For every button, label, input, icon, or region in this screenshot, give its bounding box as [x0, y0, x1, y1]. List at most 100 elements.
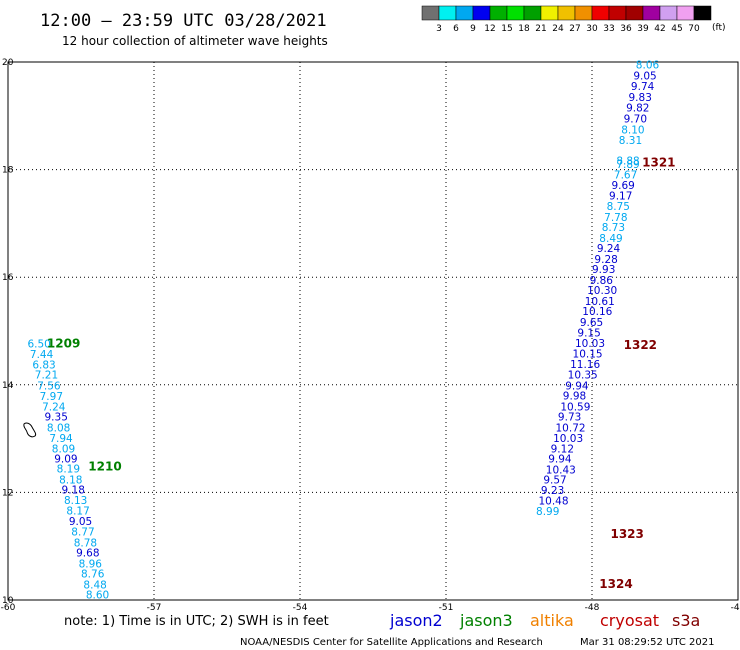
colorbar-label: 9 [470, 24, 476, 34]
colorbar: 3 6 9 12 15 18 21 24 27 30 33 36 39 42 45 70 [421, 5, 712, 34]
grid [8, 62, 738, 600]
wave-height-label: 9.18 [62, 485, 85, 497]
wave-height-label: 7.94 [49, 433, 73, 445]
wave-height-label: 7.67 [614, 169, 637, 181]
colorbar-label: 33 [603, 24, 614, 34]
footer-credit: NOAA/NESDIS Center for Satellite Applica… [240, 637, 543, 648]
wave-height-label: 10.59 [560, 401, 590, 413]
wave-height-label: 9.24 [597, 243, 621, 255]
wave-height-label: 10.61 [585, 296, 615, 308]
colorbar-swatch [455, 5, 474, 21]
wave-height-label: 9.70 [624, 113, 647, 125]
legend-note: note: 1) Time is in UTC; 2) SWH is in fe… [64, 614, 329, 629]
wave-height-label: 8.75 [607, 201, 630, 213]
lon-tick-label: -60 [1, 603, 16, 613]
colorbar-swatch [574, 5, 593, 21]
wave-height-label: 9.73 [558, 412, 581, 424]
page-title: 12:00 – 23:59 UTC 03/28/2021 [40, 11, 327, 31]
wave-height-label: 9.12 [551, 443, 574, 455]
wave-height-label: 9.65 [580, 317, 603, 329]
wave-height-label: 8.08 [47, 422, 70, 434]
wave-height-label: 8.09 [52, 443, 75, 455]
colorbar-label: 39 [637, 24, 649, 34]
lon-tick-label: -57 [147, 603, 162, 613]
lon-tick-label: -45 [731, 603, 740, 613]
wave-height-label: 10.48 [538, 495, 568, 507]
plot-frame [7, 61, 739, 601]
wave-height-label: 10.72 [556, 422, 586, 434]
lat-tick-label: 18 [2, 166, 14, 176]
wave-height-label: 6.50 [27, 338, 50, 350]
lon-tick-label: -51 [439, 603, 454, 613]
wave-height-label: 8.88 [616, 155, 639, 167]
footer-timestamp: Mar 31 08:29:52 UTC 2021 [580, 637, 715, 648]
wave-height-label: 8.99 [536, 506, 559, 518]
wave-height-label: 9.09 [54, 454, 77, 466]
wave-height-label: 7.21 [35, 370, 58, 382]
colorbar-swatch [506, 5, 525, 21]
legend-cryosat: cryosat [600, 611, 659, 630]
latitude-ticks: 20 18 16 14 12 10 [2, 58, 14, 606]
wave-height-label: 9.28 [594, 254, 617, 266]
pass-number-label: 1209 [47, 336, 80, 350]
island-outline [23, 422, 37, 438]
wave-height-label: 8.18 [59, 474, 82, 486]
pass-number-label: 1321 [642, 156, 675, 170]
wave-height-label: 9.74 [631, 81, 655, 93]
wave-height-label: 9.93 [592, 264, 615, 276]
colorbar-label: 12 [484, 24, 495, 34]
lon-tick-label: -48 [585, 603, 600, 613]
wave-height-label: 9.05 [633, 70, 656, 82]
wave-height-label: 9.15 [577, 328, 600, 340]
colorbar-swatch [608, 5, 627, 21]
wave-height-label: 8.76 [81, 569, 105, 581]
colorbar-swatch [438, 5, 457, 21]
wave-height-label: 8.31 [619, 135, 642, 147]
colorbar-swatch [489, 5, 508, 21]
wave-height-label: 8.48 [83, 579, 106, 591]
longitude-ticks: -60 -57 -54 -51 -48 -45 [1, 603, 740, 613]
legend-s3a: s3a [672, 611, 700, 630]
wave-height-label: 9.86 [590, 275, 614, 287]
wave-height-label: 6.83 [32, 359, 55, 371]
lon-tick-label: -54 [293, 603, 308, 613]
lat-tick-label: 14 [2, 381, 14, 391]
pass-number-label: 1322 [624, 338, 657, 352]
wave-height-label: 7.78 [604, 212, 627, 224]
colorbar-unit: (ft) [712, 23, 726, 33]
wave-height-label: 10.03 [553, 433, 583, 445]
wave-height-label: 9.57 [543, 474, 566, 486]
legend-altika: altika [530, 611, 574, 630]
wave-height-label: 7.56 [37, 380, 61, 392]
colorbar-label: 6 [453, 24, 459, 34]
wave-height-label: 8.13 [64, 495, 87, 507]
lat-tick-label: 10 [2, 596, 14, 606]
wave-height-label: 9.05 [69, 516, 92, 528]
wave-height-label: 10.03 [575, 338, 605, 350]
wave-height-label: 9.35 [45, 412, 68, 424]
colorbar-label: 15 [501, 24, 512, 34]
wave-height-label: 8.17 [66, 506, 89, 518]
colorbar-label: 30 [586, 24, 598, 34]
lat-tick-label: 12 [2, 488, 13, 498]
legend-jason2: jason2 [389, 611, 443, 630]
colorbar-label: 24 [552, 24, 564, 34]
legend-jason3: jason3 [459, 611, 513, 630]
wave-height-label: 7.44 [30, 349, 54, 361]
colorbar-swatch [591, 5, 610, 21]
wave-height-label: 9.23 [541, 485, 564, 497]
colorbar-label: 45 [671, 24, 682, 34]
wave-height-label: 9.69 [611, 180, 634, 192]
colorbar-label: 21 [535, 24, 546, 34]
wave-height-label: 9.94 [548, 454, 572, 466]
wave-height-label: 7.24 [42, 401, 66, 413]
wave-height-label: 11.16 [570, 359, 600, 371]
wave-height-label: 9.82 [626, 103, 649, 115]
colorbar-label: 70 [688, 24, 700, 34]
wave-height-label: 7.97 [40, 391, 63, 403]
wave-height-label: 8.60 [86, 590, 109, 602]
wave-height-label: 9.17 [609, 190, 632, 202]
lat-tick-label: 16 [2, 273, 14, 283]
wave-height-label: 8.49 [599, 233, 622, 245]
